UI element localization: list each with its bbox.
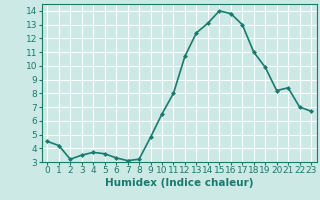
- X-axis label: Humidex (Indice chaleur): Humidex (Indice chaleur): [105, 178, 253, 188]
